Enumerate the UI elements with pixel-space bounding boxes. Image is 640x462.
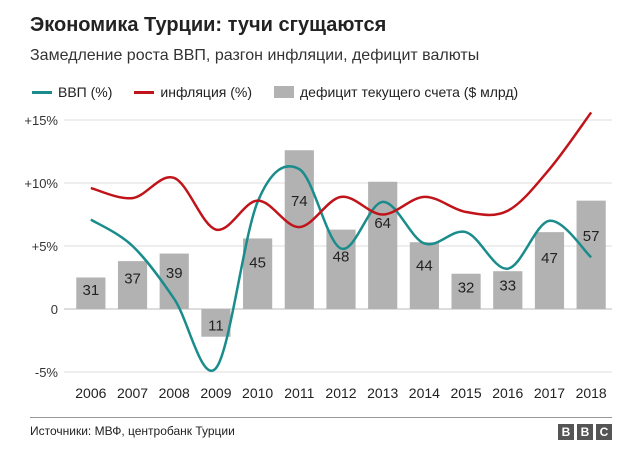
x-tick-labels: 2006 2007 2008 2009 2010 2011 2012 2013 2014 2015… bbox=[75, 385, 607, 401]
x-tick-label: 2018 bbox=[576, 385, 607, 401]
bar-value-label: 32 bbox=[458, 279, 475, 296]
bar-value-label: 39 bbox=[166, 265, 183, 282]
bar bbox=[243, 238, 273, 309]
bar-value-label: 11 bbox=[208, 318, 224, 335]
chart-title: Экономика Турции: тучи сгущаются bbox=[30, 14, 387, 36]
legend-item-inflation: инфляция (%) bbox=[134, 84, 252, 100]
bar-value-label: 64 bbox=[374, 215, 391, 232]
x-tick-label: 2008 bbox=[159, 385, 190, 401]
bar-value-label: 48 bbox=[333, 248, 350, 265]
bar-value-label: 31 bbox=[83, 282, 100, 299]
legend-item-gdp: ВВП (%) bbox=[32, 84, 112, 100]
bar-value-label: 45 bbox=[249, 255, 266, 272]
legend-label-inflation: инфляция (%) bbox=[160, 84, 253, 100]
bar bbox=[451, 273, 481, 309]
bar-value-label: 47 bbox=[541, 250, 558, 267]
x-tick-label: 2010 bbox=[242, 385, 273, 401]
x-tick-label: 2012 bbox=[325, 385, 356, 401]
y-tick-label: +10% bbox=[24, 176, 58, 191]
x-tick-label: 2011 bbox=[284, 385, 314, 401]
x-tick-label: 2016 bbox=[492, 385, 523, 401]
x-tick-label: 2015 bbox=[450, 385, 481, 401]
lines-layer bbox=[90, 111, 593, 372]
bar bbox=[326, 229, 356, 309]
footer-divider bbox=[30, 417, 612, 418]
bbc-logo-letter-b2: B bbox=[577, 424, 593, 440]
chart-svg: +15% +10% +5% 0 -5% 31 37 39 11 45 74 48 64 44 32 33 47… bbox=[24, 111, 612, 401]
x-tick-label: 2007 bbox=[117, 385, 148, 401]
bar-value-label: 57 bbox=[583, 228, 600, 245]
bar bbox=[76, 277, 106, 309]
bar-value-label: 74 bbox=[291, 193, 308, 210]
chart-subtitle: Замедление роста ВВП, разгон инфляции, д… bbox=[30, 47, 480, 64]
bar-value-label: 33 bbox=[499, 278, 516, 295]
x-tick-label: 2013 bbox=[367, 385, 398, 401]
inflation-line bbox=[90, 111, 593, 231]
y-tick-labels: +15% +10% +5% 0 -5% bbox=[24, 113, 58, 380]
gdp-line bbox=[90, 165, 593, 372]
legend-swatch-inflation bbox=[134, 90, 155, 94]
y-tick-label: +5% bbox=[32, 239, 59, 254]
bar-value-label: 44 bbox=[416, 257, 433, 274]
source-note: Источники: МВФ, центробанк Турции bbox=[30, 424, 235, 438]
y-tick-label: +15% bbox=[24, 113, 58, 128]
x-tick-label: 2006 bbox=[75, 385, 106, 401]
bar-value-label: 37 bbox=[124, 270, 141, 287]
x-tick-label: 2014 bbox=[409, 385, 440, 401]
legend-swatch-deficit bbox=[274, 86, 295, 98]
legend-item-deficit: дефицит текущего счета ($ млрд) bbox=[274, 84, 518, 100]
bar bbox=[117, 261, 148, 309]
y-tick-label: 0 bbox=[51, 302, 58, 317]
bar bbox=[534, 232, 565, 309]
x-tick-label: 2009 bbox=[200, 385, 231, 401]
bbc-logo-letter-b1: B bbox=[558, 424, 574, 440]
legend-label-gdp: ВВП (%) bbox=[58, 84, 113, 100]
bar bbox=[493, 271, 523, 309]
bar-labels-layer: 31 37 39 11 45 74 48 64 44 32 33 47 57 bbox=[83, 193, 600, 335]
legend-swatch-gdp bbox=[32, 90, 52, 94]
x-tick-label: 2017 bbox=[534, 385, 565, 401]
bar bbox=[201, 309, 231, 337]
y-tick-label: -5% bbox=[35, 365, 59, 380]
bar bbox=[284, 150, 314, 309]
bar bbox=[409, 242, 439, 309]
bar bbox=[576, 200, 606, 309]
legend: ВВП (%) инфляция (%) дефицит текущего сч… bbox=[32, 84, 540, 100]
bbc-logo: B B C bbox=[555, 424, 612, 440]
legend-label-deficit: дефицит текущего счета ($ млрд) bbox=[300, 84, 519, 100]
bbc-logo-letter-c: C bbox=[596, 424, 612, 440]
